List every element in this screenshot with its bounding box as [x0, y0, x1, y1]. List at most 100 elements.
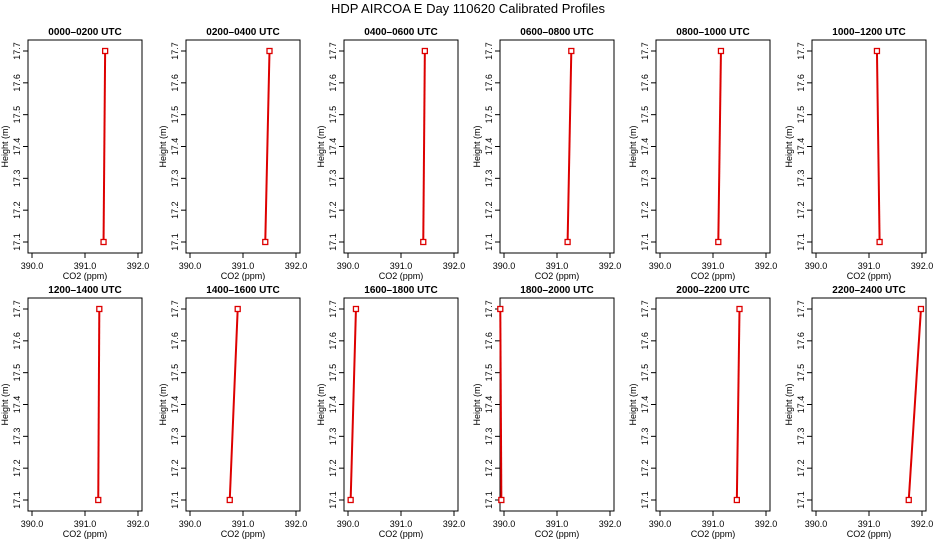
y-axis-label: Height (m): [0, 125, 10, 167]
x-tick-label: 390.0: [805, 261, 828, 271]
x-tick-label: 392.0: [911, 261, 934, 271]
plot-frame: [185, 39, 301, 254]
y-tick-label: 17.7: [12, 42, 22, 60]
y-tick-label: 17.1: [328, 233, 338, 251]
y-tick-label: 17.2: [796, 459, 806, 477]
co2-profile-point: [352, 305, 360, 313]
y-tick-label: 17.3: [12, 428, 22, 446]
y-tick-label: 17.2: [484, 201, 494, 219]
profile-panel: 0800–1000 UTC 390.0 391.0 392.0 17.1 17.2 17.3…: [628, 27, 777, 281]
co2-profile-line: [875, 50, 881, 243]
x-tick-label: 390.0: [805, 519, 828, 529]
y-tick-label: 17.3: [328, 428, 338, 446]
y-tick-label: 17.6: [640, 74, 650, 92]
y-tick-label: 17.3: [484, 428, 494, 446]
y-tick-label: 17.5: [796, 364, 806, 382]
y-tick-label: 17.6: [328, 332, 338, 350]
y-tick-label: 17.5: [170, 106, 180, 124]
y-tick-label: 17.5: [12, 106, 22, 124]
y-tick-label: 17.5: [640, 364, 650, 382]
profile-panel: 0400–0600 UTC 390.0 391.0 392.0 17.1 17.2 17.3…: [316, 27, 465, 281]
y-tick-label: 17.7: [640, 42, 650, 60]
co2-profile-point: [420, 238, 427, 246]
y-tick-label: 17.6: [484, 74, 494, 92]
co2-profile-point: [736, 305, 743, 313]
plot-frame: [185, 297, 301, 512]
y-axis-label: Height (m): [784, 125, 794, 167]
co2-profile-point: [715, 238, 722, 246]
y-tick-label: 17.3: [484, 170, 494, 188]
profile-panel: 1800–2000 UTC 390.0 391.0 392.0 17.1 17.2 17.3…: [472, 285, 621, 539]
x-tick-label: 392.0: [599, 261, 622, 271]
co2-profile-point: [917, 305, 925, 313]
y-tick-label: 17.2: [170, 201, 180, 219]
y-tick-label: 17.7: [12, 300, 22, 318]
x-axis-label: CO2 (ppm): [847, 271, 892, 281]
y-tick-label: 17.4: [796, 138, 806, 156]
profile-panel: 1400–1600 UTC 390.0 391.0 392.0 17.1 17.2 17.3…: [158, 285, 307, 539]
y-tick-label: 17.6: [796, 332, 806, 350]
co2-profile-line: [735, 308, 741, 501]
x-tick-label: 390.0: [493, 261, 516, 271]
y-tick-label: 17.4: [328, 396, 338, 414]
co2-profile-line: [228, 308, 239, 501]
profile-panel: 1600–1800 UTC 390.0 391.0 392.0 17.1 17.2 17.3…: [316, 285, 465, 539]
co2-profile-line: [349, 308, 357, 501]
co2-profile-point: [421, 47, 429, 55]
y-tick-label: 17.1: [640, 491, 650, 509]
y-tick-label: 17.3: [170, 428, 180, 446]
y-axis-label: Height (m): [0, 383, 10, 425]
profile-panel: 1000–1200 UTC 390.0 391.0 392.0 17.1 17.2 17.3…: [784, 27, 933, 281]
y-tick-label: 17.4: [12, 138, 22, 156]
x-tick-label: 391.0: [232, 519, 255, 529]
y-axis-label: Height (m): [472, 383, 482, 425]
co2-profile-point: [266, 47, 273, 55]
y-tick-label: 17.6: [796, 74, 806, 92]
y-tick-label: 17.7: [328, 300, 338, 318]
co2-profile-point: [876, 238, 883, 246]
panel-title: 0600–0800 UTC: [520, 27, 593, 38]
profile-panel: 2200–2400 UTC 390.0 391.0 392.0 17.1 17.2 17.3…: [784, 285, 933, 539]
y-tick-label: 17.3: [328, 170, 338, 188]
x-tick-label: 391.0: [74, 519, 97, 529]
co2-profile-line: [97, 308, 101, 501]
profile-panel: 0200–0400 UTC 390.0 391.0 392.0 17.1 17.2 17.3…: [158, 27, 307, 281]
co2-profile-point: [101, 47, 109, 55]
y-axis-label: Height (m): [158, 125, 168, 167]
y-tick-label: 17.5: [484, 106, 494, 124]
plot-frame: [27, 39, 143, 254]
co2-profile-point: [100, 238, 107, 246]
y-tick-label: 17.7: [484, 300, 494, 318]
y-tick-label: 17.3: [640, 428, 650, 446]
x-tick-label: 390.0: [493, 519, 516, 529]
y-tick-label: 17.2: [170, 459, 180, 477]
panel-title: 0400–0600 UTC: [364, 27, 437, 38]
co2-profile-line: [264, 50, 271, 243]
y-axis-label: Height (m): [472, 125, 482, 167]
y-tick-label: 17.6: [12, 332, 22, 350]
x-tick-label: 391.0: [858, 519, 881, 529]
y-tick-label: 17.2: [328, 201, 338, 219]
x-tick-label: 392.0: [285, 519, 308, 529]
y-tick-label: 17.6: [12, 74, 22, 92]
panel-title: 2200–2400 UTC: [832, 285, 905, 296]
x-tick-label: 390.0: [337, 519, 360, 529]
co2-profile-line: [422, 50, 426, 243]
y-tick-label: 17.5: [328, 106, 338, 124]
panel-title: 0800–1000 UTC: [676, 27, 749, 38]
x-axis-label: CO2 (ppm): [63, 529, 108, 539]
y-tick-label: 17.4: [484, 138, 494, 156]
x-tick-label: 391.0: [546, 519, 569, 529]
x-tick-label: 392.0: [755, 519, 778, 529]
plot-frame: [499, 39, 615, 254]
x-tick-label: 392.0: [443, 261, 466, 271]
y-tick-label: 17.2: [12, 201, 22, 219]
x-tick-label: 391.0: [702, 519, 725, 529]
y-tick-label: 17.4: [640, 396, 650, 414]
y-tick-label: 17.3: [640, 170, 650, 188]
profile-panel: 0600–0800 UTC 390.0 391.0 392.0 17.1 17.2 17.3…: [472, 27, 621, 281]
co2-profile-point: [498, 496, 505, 504]
co2-profile-point: [905, 496, 912, 504]
x-axis-label: CO2 (ppm): [691, 529, 736, 539]
